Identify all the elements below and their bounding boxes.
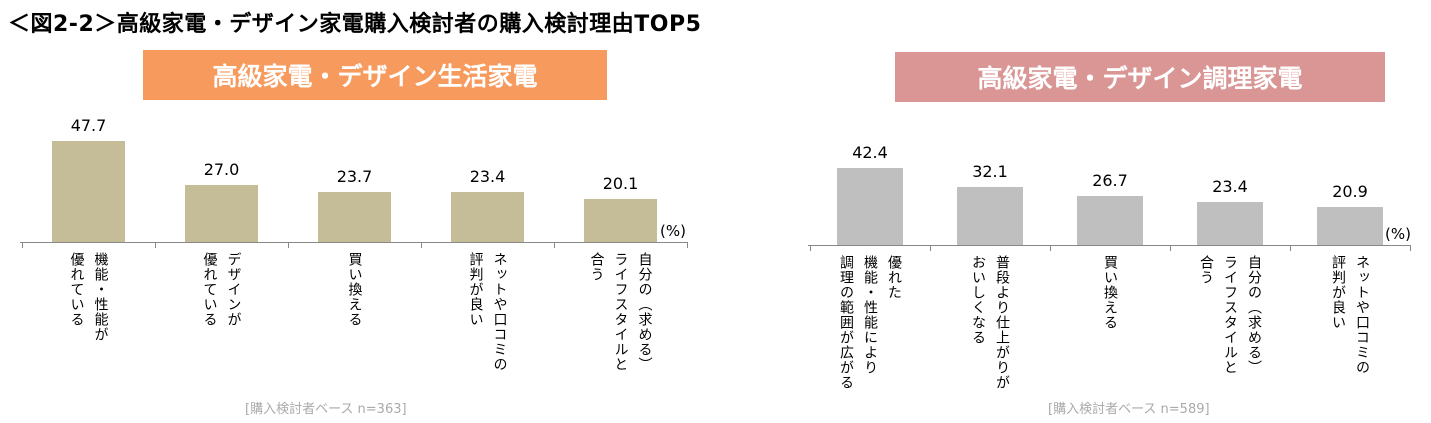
- bar: [52, 140, 125, 242]
- x-axis-tick: [1290, 245, 1291, 251]
- x-axis-tick: [554, 242, 555, 248]
- base-note: [購入検討者ベース n=363]: [245, 402, 407, 417]
- category-label: 買い換える: [1102, 255, 1118, 330]
- x-axis-tick: [155, 242, 156, 248]
- x-axis-tick: [810, 245, 811, 251]
- x-axis-tick: [1410, 245, 1411, 251]
- bar: [318, 191, 391, 242]
- bar: [957, 186, 1023, 245]
- bar: [185, 184, 258, 242]
- category-label: 自分の（求める） ライフスタイルと 合う: [1198, 255, 1262, 375]
- bar: [1197, 202, 1263, 245]
- data-label: 23.4: [1212, 177, 1248, 197]
- data-label: 23.7: [336, 166, 373, 186]
- unit-label: (%): [1385, 225, 1411, 243]
- x-axis-tick: [22, 242, 23, 248]
- bar: [584, 199, 657, 242]
- category-label: 買い換える: [346, 252, 363, 327]
- category-label: ネットや口コミの 評判が良い: [1330, 255, 1370, 375]
- data-label: 27.0: [203, 159, 240, 179]
- right-chart-header: 高級家電・デザイン調理家電: [895, 52, 1385, 102]
- left-chart-header: 高級家電・デザイン生活家電: [143, 50, 607, 100]
- x-axis-tick: [421, 242, 422, 248]
- unit-label: (%): [660, 222, 686, 240]
- data-label: 20.1: [602, 174, 639, 194]
- bar: [1317, 206, 1383, 245]
- page-title: ＜図2-2＞高級家電・デザイン家電購入検討者の購入検討理由TOP5: [8, 12, 702, 37]
- data-label: 42.4: [852, 142, 888, 162]
- category-label: デザインが 優れている: [201, 252, 242, 327]
- bar: [451, 192, 524, 242]
- category-label: ネットや口コミの 評判が良い: [467, 252, 508, 372]
- category-label: 普段より仕上がりが おいしくなる: [970, 255, 1010, 390]
- category-label: 優れた 機能・性能により 調理の範囲が広がる: [838, 255, 902, 390]
- category-label: 自分の（求める） ライフスタイルと 合う: [588, 252, 653, 372]
- data-label: 47.7: [70, 115, 107, 135]
- x-axis-tick: [930, 245, 931, 251]
- bar: [837, 167, 903, 245]
- x-axis-tick: [687, 242, 688, 248]
- x-axis: [20, 242, 687, 243]
- x-axis: [808, 245, 1410, 246]
- bar: [1077, 196, 1143, 245]
- x-axis-tick: [1170, 245, 1171, 251]
- data-label: 20.9: [1332, 181, 1368, 201]
- data-label: 26.7: [1092, 171, 1128, 191]
- category-label: 機能・性能が 優れている: [68, 252, 109, 342]
- data-label: 32.1: [972, 161, 1008, 181]
- x-axis-tick: [288, 242, 289, 248]
- x-axis-tick: [1050, 245, 1051, 251]
- data-label: 23.4: [469, 167, 506, 187]
- base-note: [購入検討者ベース n=589]: [1048, 402, 1210, 417]
